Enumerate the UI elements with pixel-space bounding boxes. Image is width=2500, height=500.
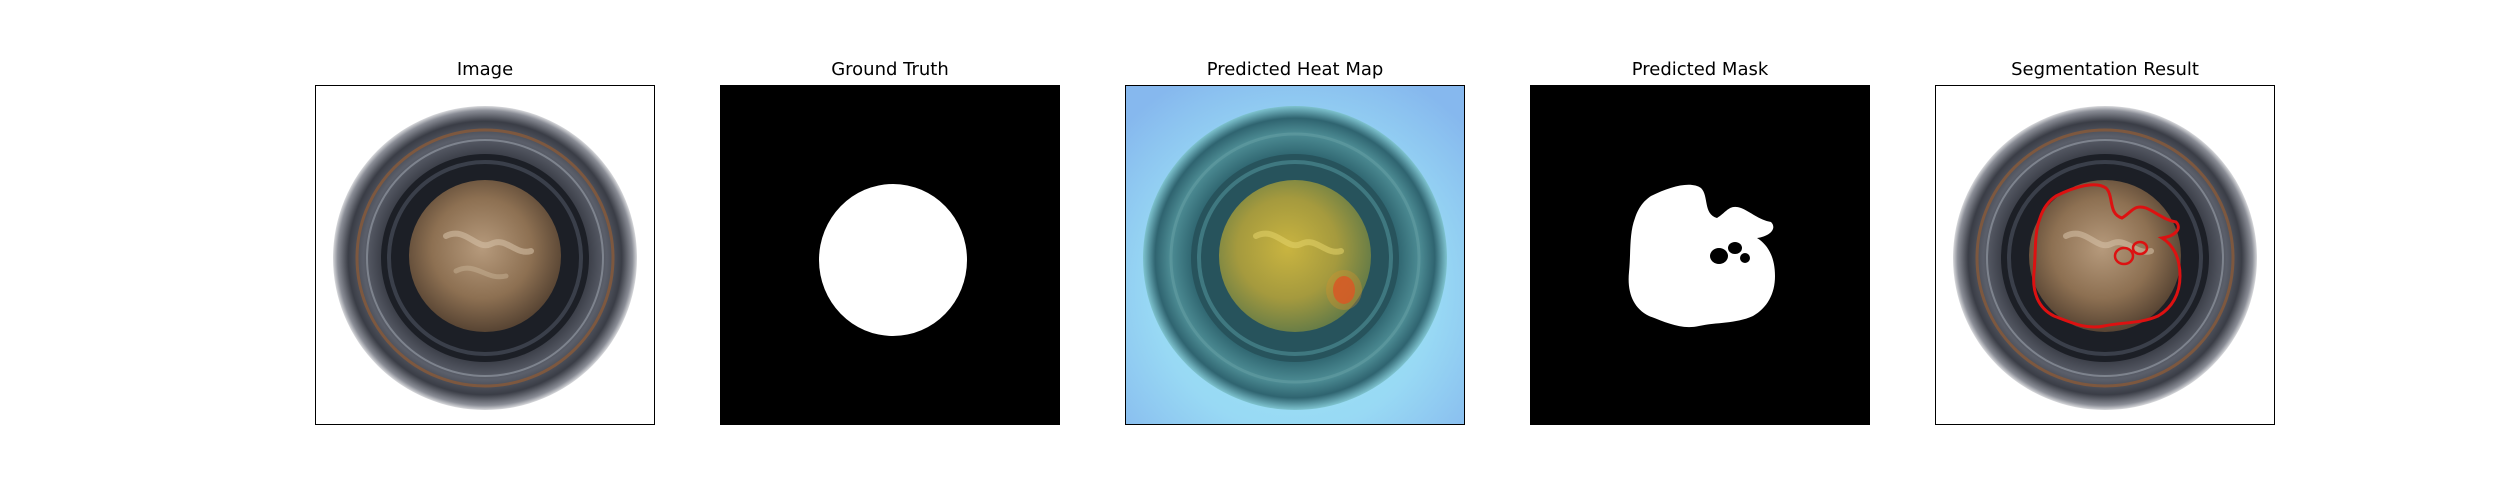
predicted-mask-graphic [1531,86,1869,424]
heat-map-graphic [1126,86,1464,424]
heat-map-overlay [1125,85,1465,425]
segmentation-result-graphic [1936,86,2274,424]
bottle-photo-graphic [316,86,654,424]
ground-truth-mask [720,85,1060,425]
predicted-mask [1530,85,1870,425]
panel-image: Image [315,0,655,500]
panel-title-mask: Predicted Mask [1631,59,1769,80]
predicted-mask-region [1628,184,1775,328]
panel-title-ground-truth: Ground Truth [831,59,949,80]
panel-mask: Predicted Mask [1530,0,1870,500]
ground-truth-graphic [721,86,1059,424]
bottle-photo [315,85,655,425]
segmentation-result [1935,85,2275,425]
panel-ground-truth: Ground Truth [720,0,1060,500]
panel-title-heat-map: Predicted Heat Map [1206,59,1384,80]
segmentation-contour [2032,183,2182,329]
panel-title-segmentation: Segmentation Result [2011,59,2199,80]
panel-segmentation: Segmentation Result [1935,0,2275,500]
panel-title-image: Image [456,59,514,80]
panel-heat-map: Predicted Heat Map [1125,0,1465,500]
ground-truth-region [819,184,967,336]
